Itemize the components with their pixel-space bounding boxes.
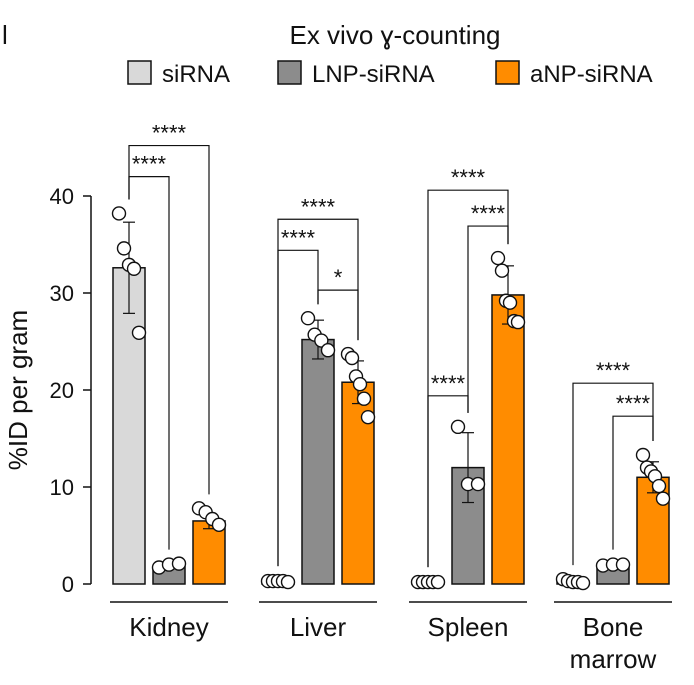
data-point <box>490 250 506 266</box>
significance-label: **** <box>431 371 466 396</box>
legend: siRNA LNP-siRNA aNP-siRNA <box>127 60 653 88</box>
group-axis: Kidney Liver Spleen Bone marrow <box>110 601 672 674</box>
data-point <box>655 491 671 506</box>
data-point <box>470 476 486 492</box>
data-point <box>651 478 667 494</box>
significance-bracket: **** <box>427 165 509 568</box>
data-point <box>116 241 132 256</box>
bars <box>112 267 670 585</box>
bar <box>301 338 335 585</box>
legend-swatch <box>495 60 520 85</box>
legend-swatch <box>277 60 302 85</box>
significance-label: **** <box>596 358 631 383</box>
significance-bracket: **** <box>572 358 654 566</box>
data-point <box>126 261 142 276</box>
y-tick-label: 40 <box>50 184 74 209</box>
significance-label: **** <box>152 121 187 146</box>
significance-label: **** <box>281 225 316 250</box>
data-point <box>320 343 336 358</box>
legend-label: LNP-siRNA <box>312 61 435 88</box>
significance-label: **** <box>451 165 486 190</box>
data-point <box>344 350 360 366</box>
data-point <box>510 314 526 330</box>
significance-bracket: **** <box>612 391 654 550</box>
data-point <box>615 557 631 572</box>
y-axis: 0 10 20 30 40 <box>50 184 92 597</box>
y-tick-label: 10 <box>50 475 74 500</box>
data-point <box>502 295 518 310</box>
data-point <box>131 325 147 340</box>
significance-label: **** <box>132 152 167 177</box>
bar <box>112 267 146 585</box>
significance-label: **** <box>301 194 336 219</box>
group-label: Kidney <box>129 612 209 642</box>
data-point <box>450 419 466 435</box>
significance-label: **** <box>616 391 651 416</box>
data-point <box>171 556 187 571</box>
data-point <box>494 263 510 278</box>
significance-bracket: **** <box>128 121 210 495</box>
legend-swatch <box>127 60 152 85</box>
significance-brackets: ************************************* <box>128 121 654 568</box>
y-tick-label: 30 <box>50 281 74 306</box>
data-point <box>430 574 446 590</box>
significance-bracket: * <box>317 265 359 341</box>
bar <box>341 381 375 585</box>
data-point <box>575 575 591 591</box>
data-point <box>300 311 316 326</box>
data-point <box>111 206 127 221</box>
data-point <box>314 333 329 348</box>
data-point <box>360 409 376 425</box>
significance-bracket: **** <box>467 201 509 413</box>
significance-label: * <box>334 265 343 290</box>
significance-label: **** <box>471 201 506 226</box>
data-point <box>356 391 372 406</box>
data-point <box>280 574 296 590</box>
data-points <box>111 206 671 591</box>
significance-bracket: **** <box>277 194 359 567</box>
data-point <box>352 376 368 392</box>
y-tick-label: 0 <box>62 572 74 597</box>
bar <box>491 294 525 585</box>
group-label: Spleen <box>428 612 509 642</box>
panel-label: l <box>2 20 8 50</box>
y-axis-label: %ID per gram <box>3 310 33 470</box>
legend-label: siRNA <box>162 61 230 88</box>
group-label: Bone marrow <box>570 612 657 674</box>
legend-label: aNP-siRNA <box>530 61 653 88</box>
data-point <box>211 517 227 533</box>
group-label: Liver <box>290 612 347 642</box>
y-tick-label: 20 <box>50 378 74 403</box>
chart-title: Ex vivo ɣ-counting <box>289 20 500 50</box>
data-point <box>635 447 651 463</box>
error-bars <box>123 221 659 530</box>
